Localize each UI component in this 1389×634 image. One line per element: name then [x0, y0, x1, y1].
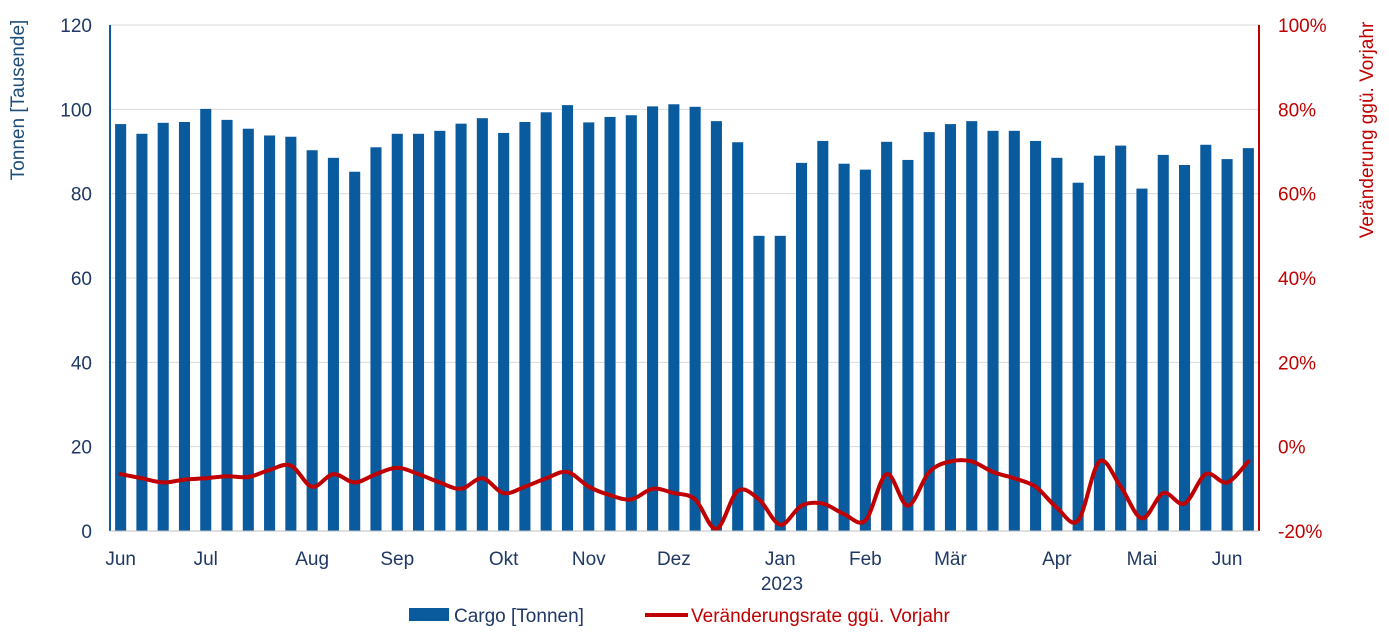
cargo-bar [391, 133, 403, 532]
cargo-bar [859, 169, 871, 532]
x-tick-label: Jul [194, 549, 218, 570]
cargo-bar [1178, 164, 1191, 531]
y-tick-label-right: 40% [1278, 269, 1316, 290]
cargo-bar [689, 106, 701, 531]
x-tick-label: Apr [1042, 549, 1072, 570]
y-tick-label-right: 0% [1278, 438, 1306, 459]
legend: Cargo [Tonnen] Veränderungsrate ggü. Vor… [409, 606, 950, 627]
gridlines [110, 24, 1259, 448]
cargo-bar [604, 116, 616, 531]
cargo-bar [221, 119, 233, 531]
cargo-bar [923, 132, 935, 531]
cargo-bar [476, 118, 488, 532]
cargo-bar [136, 133, 148, 532]
x-tick-label: Feb [849, 549, 882, 570]
legend-label-change-rate: Veränderungsrate ggü. Vorjahr [691, 606, 950, 627]
cargo-bar [710, 121, 722, 531]
y-tick-label-right: 80% [1278, 100, 1316, 121]
cargo-bar [1115, 145, 1127, 531]
y-tick-label-right: 100% [1278, 16, 1327, 37]
x-tick-label: Sep [380, 549, 414, 570]
cargo-bar [774, 235, 786, 532]
axes [109, 25, 1260, 532]
cargo-bar [327, 157, 339, 531]
y-tick-label-left: 100 [60, 100, 92, 121]
cargo-bar [498, 132, 510, 532]
cargo-bar [1221, 159, 1233, 531]
y-tick-label-right: -20% [1278, 522, 1322, 543]
cargo-bar [1008, 130, 1020, 532]
cargo-bar [178, 121, 191, 531]
legend-swatch-cargo [409, 608, 449, 621]
y-tick-label-left: 80 [71, 185, 92, 206]
y-tick-label-right: 20% [1278, 353, 1316, 374]
cargo-bar [561, 105, 574, 531]
cargo-bar [1051, 157, 1063, 531]
cargo-bar [540, 112, 552, 531]
cargo-bar [370, 147, 382, 532]
cargo-bar [306, 150, 318, 532]
cargo-bar [242, 128, 254, 532]
cargo-bar [115, 124, 127, 531]
y-axis-title-left: Tonnen [Tausende] [8, 20, 29, 181]
cargo-bar [519, 121, 531, 531]
x-year-label: 2023 [761, 574, 803, 595]
cargo-bar [668, 104, 680, 532]
cargo-bar [647, 106, 659, 532]
y-tick-label-left: 20 [71, 438, 92, 459]
y-tick-label-left: 60 [71, 269, 92, 290]
cargo-bar [349, 171, 361, 532]
x-tick-label: Dez [657, 549, 691, 570]
cargo-bar [1200, 144, 1212, 531]
x-tick-label: Mai [1127, 549, 1158, 570]
x-tick-label: Jun [1212, 549, 1243, 570]
cargo-bar [285, 136, 297, 531]
change-rate-series-line [118, 458, 1251, 531]
tick-labels: 0 -20% 20 0% 40 20% 60 40% 80 60% 100 80% 120 100% Jun… [60, 16, 1326, 570]
cargo-bar [902, 159, 914, 531]
bars [115, 104, 1254, 532]
cargo-bar [1072, 182, 1084, 531]
cargo-bar [1030, 140, 1042, 532]
x-tick-label: Nov [572, 549, 606, 570]
cargo-bar [583, 122, 595, 531]
cargo-bar [264, 135, 276, 531]
cargo-bar [944, 124, 957, 531]
cargo-bar [753, 235, 765, 532]
cargo-bar [817, 140, 829, 532]
cargo-bar [1093, 155, 1105, 531]
cargo-bar [1242, 148, 1254, 532]
cargo-bar [157, 122, 169, 532]
cargo-bar [412, 133, 425, 532]
cargo-bar [987, 130, 999, 532]
cargo-bar [200, 108, 212, 531]
y-tick-label-left: 120 [60, 16, 92, 37]
x-tick-label: Aug [295, 549, 329, 570]
cargo-bar [795, 162, 808, 531]
y-tick-label-left: 40 [71, 353, 92, 374]
x-tick-label: Mär [934, 549, 967, 570]
y-tick-label-right: 60% [1278, 185, 1316, 206]
cargo-bar [732, 142, 744, 531]
cargo-bar [455, 123, 467, 532]
cargo-bar [838, 163, 850, 531]
x-tick-label: Jan [765, 549, 796, 570]
change-rate-line [118, 458, 1251, 531]
cargo-bar [434, 130, 446, 532]
cargo-bar [1157, 154, 1169, 531]
cargo-bar [966, 121, 978, 531]
cargo-bar [1136, 188, 1148, 531]
legend-label-cargo: Cargo [Tonnen] [454, 606, 584, 627]
y-tick-label-left: 0 [81, 522, 92, 543]
x-tick-label: Jun [105, 549, 136, 570]
cargo-bar [625, 115, 637, 531]
x-tick-label: Okt [489, 549, 519, 570]
cargo-bar [881, 141, 893, 531]
y-axis-title-right: Veränderung ggü. Vorjahr [1357, 21, 1378, 238]
